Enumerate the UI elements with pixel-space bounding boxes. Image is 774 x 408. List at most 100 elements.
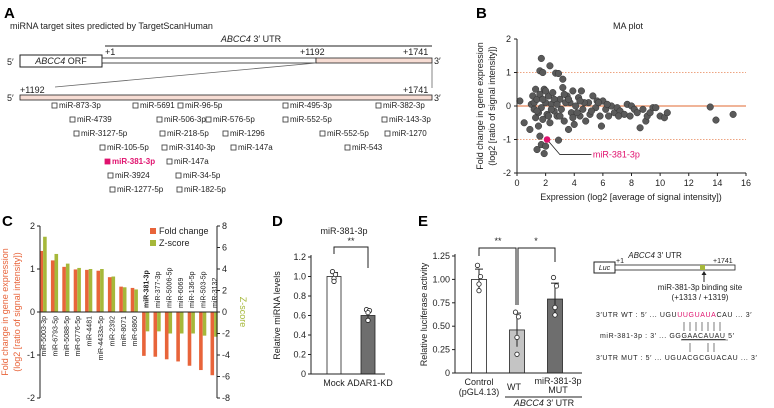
data-point — [542, 142, 550, 150]
data-point — [560, 117, 568, 125]
mirna-site-marker — [319, 130, 326, 137]
y-tick-label: 0 — [506, 101, 511, 111]
mirna-site-marker — [156, 116, 163, 123]
mirna-site-marker — [161, 144, 168, 151]
group-label: ABCC4 3′ UTR — [513, 398, 575, 408]
data-point — [476, 281, 482, 287]
mirna-site-label: miR-3140-3p — [169, 143, 216, 152]
data-point — [331, 278, 337, 284]
data-point — [542, 87, 550, 95]
pos-end-zoom: +1741 — [403, 85, 428, 95]
y2-tick-label: 2 — [222, 286, 227, 296]
data-point — [477, 273, 484, 280]
fold-change-bar — [62, 266, 66, 312]
data-point — [540, 150, 548, 158]
mirna-site-marker — [104, 158, 111, 165]
data-point — [553, 283, 560, 289]
mirna-site-marker — [51, 102, 58, 109]
data-point — [564, 125, 573, 133]
mirna-site-label: miR-1270 — [392, 129, 427, 138]
z-score-bar — [202, 312, 207, 336]
pos-end: +1741 — [403, 47, 428, 57]
y2-tick-label: 0 — [222, 307, 227, 317]
utr-label: ABCC4 3′ UTR — [220, 34, 282, 44]
y2-tick-label: -2 — [222, 329, 230, 339]
y2-tick-label: 8 — [222, 221, 227, 231]
data-point — [546, 119, 554, 127]
data-point — [544, 112, 553, 120]
bar — [360, 315, 376, 375]
mirna-site-label: miR-543 — [352, 143, 383, 152]
mirna-site-label: miR-147a — [238, 143, 273, 152]
fold-change-bar — [210, 312, 215, 376]
data-point — [712, 116, 720, 124]
data-point — [546, 62, 554, 70]
mirna-site-marker — [205, 116, 212, 123]
reporter-diagram: ABCC4 3′ UTR Luc +1 +1741 miR-381-3p bin… — [593, 251, 757, 362]
wt-sequence: 3′UTR WT : 5′ ... UGUUUGUAUACAU ... 3′ — [596, 312, 752, 319]
data-point — [729, 110, 737, 118]
y2-tick-label: 4 — [222, 264, 227, 274]
legend-label: Fold change — [159, 226, 209, 236]
mirna-site-marker — [282, 102, 289, 109]
pos-start: +1 — [105, 47, 115, 57]
data-point — [582, 117, 590, 125]
fold-change-bar — [39, 250, 44, 312]
data-point — [520, 119, 528, 127]
category-label: miR-2392 — [109, 316, 116, 346]
fold-change-bar — [164, 312, 169, 360]
y2-tick-label: 6 — [222, 243, 227, 253]
x-tick-label: 2 — [543, 178, 548, 188]
data-point — [573, 109, 581, 117]
fold-change-bar — [107, 277, 112, 312]
z-score-bar — [54, 253, 59, 312]
mirna-site-label: miR-4739 — [77, 115, 112, 124]
legend-swatch-z-score — [150, 240, 156, 246]
y-tick-label: 1.25 — [432, 251, 450, 261]
y-tick-label: 2 — [30, 221, 35, 231]
y-tick-label: 0.75 — [432, 298, 450, 308]
binding-site-range: (+1313 / +1319) — [672, 293, 729, 302]
significance-bracket — [478, 247, 517, 305]
fold-change-bar — [176, 312, 180, 362]
data-point — [597, 122, 605, 130]
x-tick-label: ADAR1-KD — [347, 378, 393, 388]
data-point — [576, 97, 584, 105]
data-point — [554, 69, 563, 78]
mirna-site-marker — [230, 144, 237, 151]
utr-zoom-bar — [19, 94, 433, 101]
data-point — [552, 312, 558, 318]
mirna-site-marker — [282, 116, 289, 123]
data-point — [557, 105, 565, 113]
data-point — [539, 68, 547, 77]
y-tick-label: 1.0 — [293, 272, 306, 282]
data-point — [547, 105, 555, 113]
category-label: miR-6860 — [132, 316, 139, 346]
mirna-site-label: miR-552-5p — [290, 115, 332, 124]
z-score-bar — [88, 269, 93, 312]
y2-tick-label: -4 — [222, 350, 230, 360]
mirna-site-label: miR-182-5p — [184, 185, 226, 194]
x-tick-sublabel: (pGL4.13) — [459, 387, 500, 397]
panel-label-b: B — [476, 5, 487, 22]
fold-change-bar — [187, 312, 192, 366]
data-point — [512, 309, 519, 315]
mirna-site-label: miR-5691 — [140, 101, 175, 110]
y-tick-label: 1.2 — [293, 252, 306, 262]
data-point — [532, 85, 540, 93]
mirna-site-marker — [99, 144, 106, 151]
data-point — [514, 351, 520, 357]
x-tick-label: 6 — [600, 178, 605, 188]
data-point — [534, 122, 543, 130]
panel-label-c: C — [2, 213, 13, 230]
mirna-site-marker — [132, 102, 139, 109]
reporter-utr-label: ABCC4 3′ UTR — [627, 251, 682, 260]
data-point — [526, 125, 534, 133]
mirna-site-label: miR-382-3p — [383, 101, 425, 110]
category-label: miR-6793-5p — [52, 316, 59, 357]
mirna-site-marker — [69, 116, 76, 123]
y-axis-label: Fold change in gene expression — [475, 42, 485, 170]
data-point — [605, 112, 613, 120]
data-point — [365, 317, 371, 323]
